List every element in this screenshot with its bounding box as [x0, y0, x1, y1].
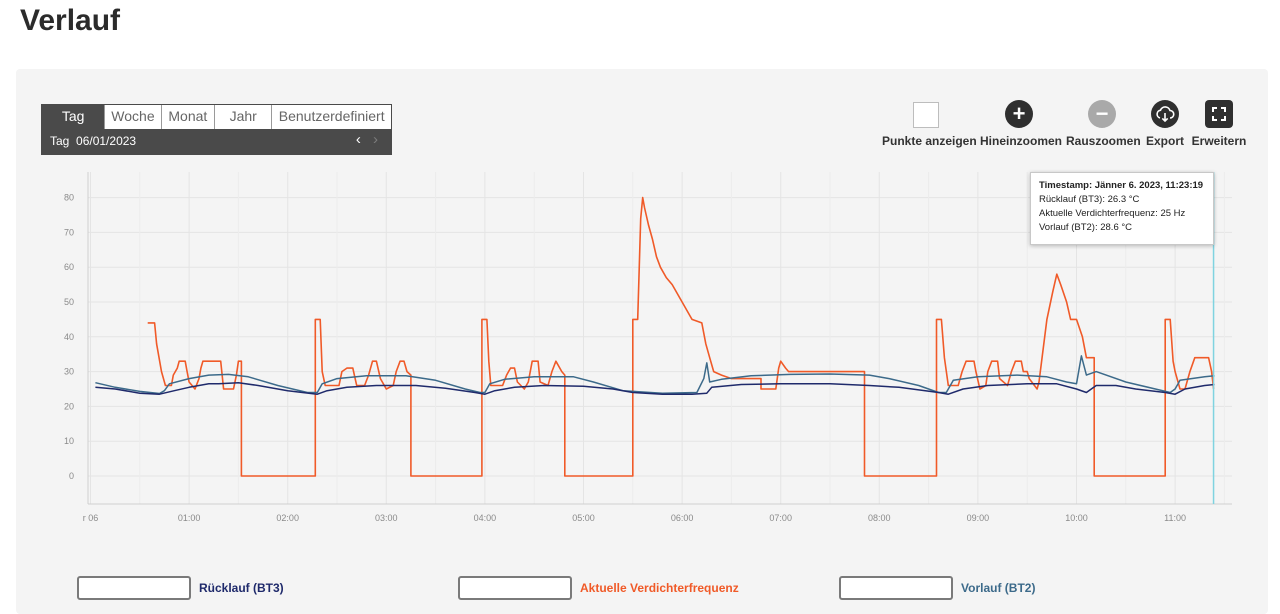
tooltip-vorlauf: Vorlauf (BT2): 28.6 °C — [1039, 222, 1133, 233]
y-tick-label: 0 — [69, 471, 74, 481]
x-tick-label: 03:00 — [375, 513, 398, 523]
x-tick-label: 08:00 — [868, 513, 891, 523]
legend-label-ruecklauf: Rücklauf (BT3) — [199, 581, 284, 595]
legend-label-frequenz: Aktuelle Verdichterfrequenz — [580, 581, 739, 595]
chart-axes: 0 10 20 30 40 50 60 70 80 r 06 01:00 02:00 03:00 04:0… — [64, 172, 1232, 523]
x-tick-label: 04:00 — [474, 513, 497, 523]
x-tick-label: 07:00 — [769, 513, 792, 523]
page-title: Verlauf — [20, 4, 121, 37]
fullscreen-icon[interactable] — [1205, 100, 1233, 128]
legend-toggle-frequenz[interactable] — [458, 576, 572, 600]
y-tick-label: 60 — [64, 262, 74, 272]
zoom-out-label: Rauszoomen — [1066, 134, 1141, 148]
y-tick-label: 70 — [64, 227, 74, 237]
period-selector: Tag Woche Monat Jahr Benutzerdefiniert T… — [41, 104, 392, 155]
show-points-label: Punkte anzeigen — [882, 134, 977, 148]
legend-item-ruecklauf[interactable]: Rücklauf (BT3) — [77, 576, 284, 600]
legend-toggle-ruecklauf[interactable] — [77, 576, 191, 600]
date-navigation: ‹ › — [348, 131, 378, 148]
date-value: 06/01/2023 — [76, 134, 137, 148]
date-display: Tag 06/01/2023 — [50, 134, 136, 148]
chevron-right-icon[interactable]: › — [373, 131, 378, 148]
y-tick-label: 40 — [64, 332, 74, 342]
series-line-ruecklauf — [95, 381, 1215, 395]
tab-custom[interactable]: Benutzerdefiniert — [272, 105, 391, 129]
tab-year[interactable]: Jahr — [215, 105, 273, 129]
legend-label-vorlauf: Vorlauf (BT2) — [961, 581, 1036, 595]
tab-day[interactable]: Tag — [42, 105, 106, 129]
checkbox-icon[interactable] — [913, 102, 939, 128]
y-tick-label: 30 — [64, 367, 74, 377]
legend-item-frequenz[interactable]: Aktuelle Verdichterfrequenz — [458, 576, 739, 600]
zoom-in-button[interactable]: + Hineinzoomen — [980, 100, 1063, 148]
y-tick-label: 80 — [64, 193, 74, 203]
tooltip-frequenz: Aktuelle Verdichterfrequenz: 25 Hz — [1039, 208, 1186, 219]
x-tick-label: r 06 — [83, 513, 99, 523]
plus-icon[interactable]: + — [1005, 100, 1033, 128]
y-tick-label: 50 — [64, 297, 74, 307]
y-tick-label: 10 — [64, 436, 74, 446]
x-tick-label: 06:00 — [671, 513, 694, 523]
chart-tooltip: Timestamp: Jänner 6. 2023, 11:23:19 Rück… — [1030, 172, 1214, 245]
export-button[interactable]: Export — [1145, 100, 1185, 148]
date-label: Tag — [50, 134, 70, 148]
x-tick-label: 02:00 — [276, 513, 299, 523]
chevron-left-icon[interactable]: ‹ — [355, 131, 361, 148]
expand-button[interactable]: Erweitern — [1191, 100, 1247, 148]
zoom-out-button[interactable]: − Rauszoomen — [1066, 100, 1141, 148]
tab-week[interactable]: Woche — [105, 105, 162, 129]
x-tick-label: 09:00 — [967, 513, 990, 523]
legend-toggle-vorlauf[interactable] — [839, 576, 953, 600]
tooltip-ruecklauf: Rücklauf (BT3): 26.3 °C — [1039, 194, 1140, 205]
y-tick-label: 20 — [64, 401, 74, 411]
expand-label: Erweitern — [1191, 134, 1247, 148]
x-tick-label: 11:00 — [1164, 513, 1186, 523]
x-tick-label: 05:00 — [572, 513, 595, 523]
zoom-in-label: Hineinzoomen — [980, 134, 1063, 148]
show-points-toggle[interactable]: Punkte anzeigen — [882, 100, 977, 148]
legend-item-vorlauf[interactable]: Vorlauf (BT2) — [839, 576, 1035, 600]
minus-icon[interactable]: − — [1088, 100, 1116, 128]
export-label: Export — [1145, 134, 1184, 148]
period-tabs: Tag Woche Monat Jahr Benutzerdefiniert — [42, 105, 391, 129]
series-line-frequenz — [147, 196, 1215, 477]
series-line-vorlauf — [95, 355, 1215, 395]
tab-month[interactable]: Monat — [161, 105, 216, 129]
tooltip-timestamp: Timestamp: Jänner 6. 2023, 11:23:19 — [1039, 180, 1204, 191]
x-tick-label: 01:00 — [178, 513, 201, 523]
cloud-download-icon[interactable] — [1151, 100, 1179, 128]
x-tick-label: 10:00 — [1065, 513, 1088, 523]
